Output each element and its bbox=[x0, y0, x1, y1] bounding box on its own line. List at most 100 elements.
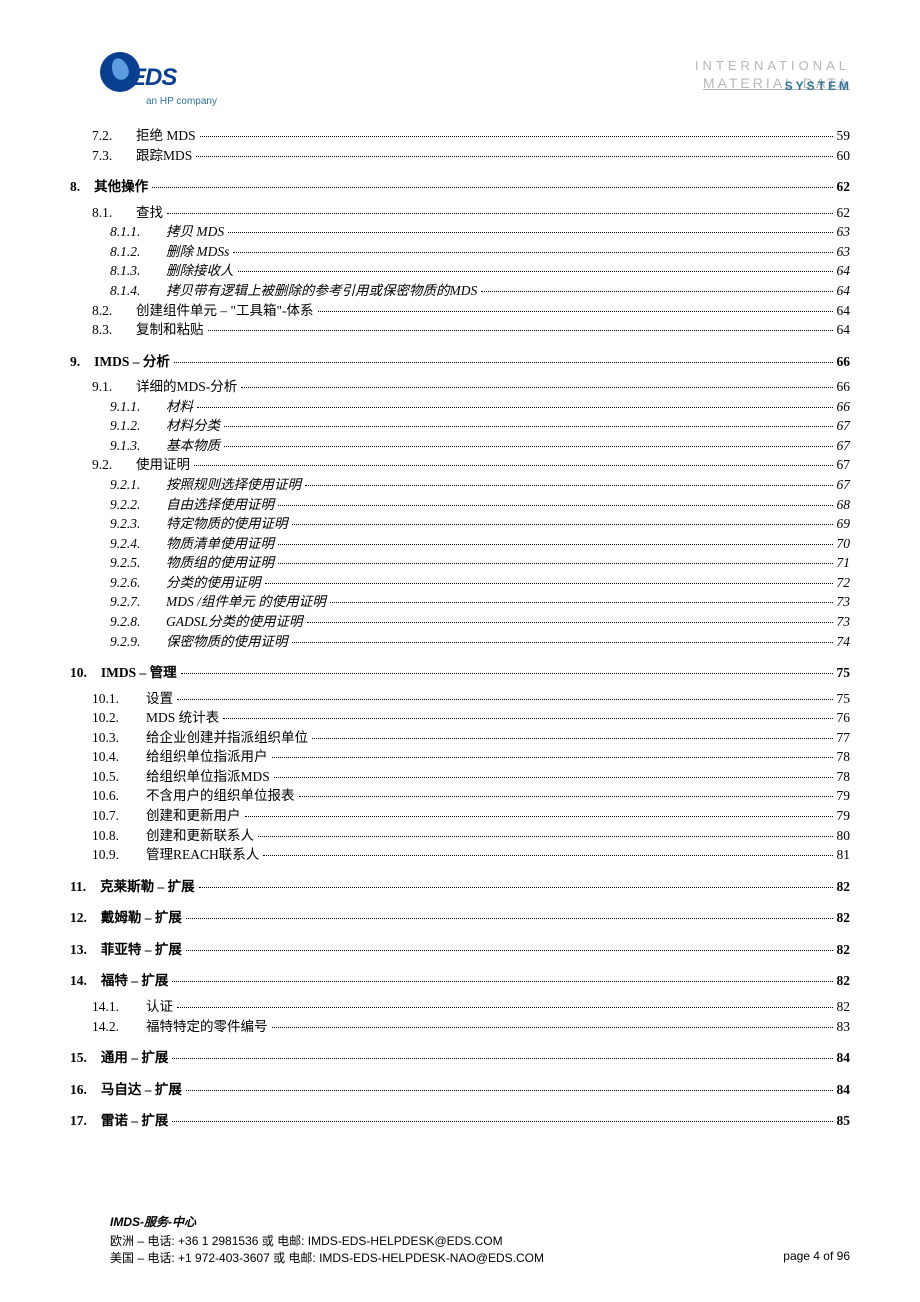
toc-number: 14.2. bbox=[92, 1017, 146, 1037]
toc-page: 77 bbox=[837, 728, 851, 748]
toc-number: 9.2.8. bbox=[110, 612, 166, 632]
toc-title: IMDS – 管理 bbox=[101, 663, 177, 683]
toc-page: 79 bbox=[837, 786, 851, 806]
toc-row: 10.4.给组织单位指派用户78 bbox=[92, 747, 850, 767]
toc-leader bbox=[263, 855, 832, 856]
toc-title: 菲亚特 – 扩展 bbox=[101, 940, 182, 960]
footer-title: IMDS-服务-中心 bbox=[110, 1213, 850, 1230]
toc-row: 7.3.跟踪MDS60 bbox=[92, 146, 850, 166]
toc-page: 84 bbox=[837, 1048, 851, 1068]
toc-title: GADSL分类的使用证明 bbox=[166, 612, 303, 632]
toc-leader bbox=[330, 602, 833, 603]
toc-row: 10.7.创建和更新用户 79 bbox=[92, 806, 850, 826]
toc-number: 14. bbox=[70, 971, 101, 991]
header-right: INTERNATIONAL MATERIAL DATA SYSTEM bbox=[695, 58, 850, 91]
toc-row: 9.IMDS – 分析66 bbox=[70, 352, 850, 372]
toc-page: 71 bbox=[837, 553, 851, 573]
toc-title: 按照规则选择使用证明 bbox=[166, 475, 301, 495]
toc-number: 9.1.3. bbox=[110, 436, 166, 456]
toc-title: 删除 MDSs bbox=[166, 242, 229, 262]
toc-leader bbox=[307, 622, 833, 623]
toc-leader bbox=[299, 796, 833, 797]
toc-number: 15. bbox=[70, 1048, 101, 1068]
toc-leader bbox=[258, 836, 833, 837]
toc-number: 11. bbox=[70, 877, 100, 897]
toc-page: 76 bbox=[837, 708, 851, 728]
toc-number: 7.2. bbox=[92, 126, 136, 146]
toc-title: 材料分类 bbox=[166, 416, 220, 436]
toc-title: 不含用户的组织单位报表 bbox=[146, 786, 295, 806]
toc-row: 10.8.创建和更新联系人80 bbox=[92, 826, 850, 846]
toc-page: 66 bbox=[837, 397, 851, 417]
toc-page: 67 bbox=[837, 455, 851, 475]
toc-number: 9.2.2. bbox=[110, 495, 166, 515]
toc-number: 10.7. bbox=[92, 806, 146, 826]
toc-page: 79 bbox=[837, 806, 851, 826]
toc-leader bbox=[292, 642, 833, 643]
toc-page: 63 bbox=[837, 222, 851, 242]
toc-row: 10.9.管理REACH联系人81 bbox=[92, 845, 850, 865]
toc-number: 17. bbox=[70, 1111, 101, 1131]
toc-title: 复制和粘贴 bbox=[136, 320, 204, 340]
toc-page: 74 bbox=[837, 632, 851, 652]
toc-page: 78 bbox=[837, 767, 851, 787]
toc-page: 82 bbox=[837, 877, 851, 897]
toc-row: 9.2.4.物质清单使用证明70 bbox=[110, 534, 850, 554]
toc-title: 创建和更新联系人 bbox=[146, 826, 254, 846]
toc-title: 拷贝 MDS bbox=[166, 222, 224, 242]
toc-row: 9.2.1.按照规则选择使用证明67 bbox=[110, 475, 850, 495]
toc-row: 10.5.给组织单位指派MDS78 bbox=[92, 767, 850, 787]
toc-number: 10.2. bbox=[92, 708, 146, 728]
toc-title: IMDS – 分析 bbox=[94, 352, 170, 372]
page-footer: IMDS-服务-中心 欧洲 – 电话: +36 1 2981536 或 电邮: … bbox=[110, 1213, 850, 1266]
toc-page: 75 bbox=[837, 689, 851, 709]
toc-page: 67 bbox=[837, 436, 851, 456]
toc-number: 9.2.9. bbox=[110, 632, 166, 652]
toc-title: 特定物质的使用证明 bbox=[166, 514, 288, 534]
toc-row: 10.6.不含用户的组织单位报表 79 bbox=[92, 786, 850, 806]
toc-page: 84 bbox=[837, 1080, 851, 1100]
toc-leader bbox=[172, 1121, 832, 1122]
toc-leader bbox=[272, 1027, 833, 1028]
toc-leader bbox=[181, 673, 833, 674]
toc-number: 8.1.2. bbox=[110, 242, 166, 262]
toc-number: 10.9. bbox=[92, 845, 146, 865]
toc-row: 8.3.复制和粘贴64 bbox=[92, 320, 850, 340]
toc-row: 8.1.4.拷贝带有逻辑上被删除的参考引用或保密物质的MDS64 bbox=[110, 281, 850, 301]
toc-page: 70 bbox=[837, 534, 851, 554]
toc-number: 8.3. bbox=[92, 320, 136, 340]
toc-leader bbox=[174, 362, 833, 363]
toc-title: 创建和更新用户 bbox=[146, 806, 241, 826]
toc-title: 其他操作 bbox=[94, 177, 148, 197]
header-line1: INTERNATIONAL bbox=[695, 58, 850, 73]
toc-title: 使用证明 bbox=[136, 455, 190, 475]
toc-number: 10.5. bbox=[92, 767, 146, 787]
toc-page: 63 bbox=[837, 242, 851, 262]
toc-row: 9.2.使用证明67 bbox=[92, 455, 850, 475]
toc-title: 戴姆勒 – 扩展 bbox=[101, 908, 182, 928]
eds-logo: EDS an HP company bbox=[100, 50, 217, 107]
toc-row: 12.戴姆勒 – 扩展82 bbox=[70, 908, 850, 928]
toc-number: 8.1.1. bbox=[110, 222, 166, 242]
toc-title: 拷贝带有逻辑上被删除的参考引用或保密物质的MDS bbox=[166, 281, 477, 301]
toc-row: 10.2.MDS 统计表76 bbox=[92, 708, 850, 728]
toc-page: 73 bbox=[837, 612, 851, 632]
toc-number: 9.1.2. bbox=[110, 416, 166, 436]
toc-number: 9.2.1. bbox=[110, 475, 166, 495]
toc-title: 分类的使用证明 bbox=[166, 573, 261, 593]
toc-number: 10.6. bbox=[92, 786, 146, 806]
toc-number: 10. bbox=[70, 663, 101, 683]
toc-title: 自由选择使用证明 bbox=[166, 495, 274, 515]
toc-leader bbox=[186, 1090, 833, 1091]
toc-leader bbox=[167, 213, 833, 214]
toc-page: 64 bbox=[837, 281, 851, 301]
toc-row: 9.2.9.保密物质的使用证明74 bbox=[110, 632, 850, 652]
toc-number: 8. bbox=[70, 177, 94, 197]
toc-title: 创建组件单元 – "工具箱"-体系 bbox=[136, 301, 314, 321]
toc-page: 82 bbox=[837, 940, 851, 960]
toc-leader bbox=[305, 485, 833, 486]
toc-number: 9.2.5. bbox=[110, 553, 166, 573]
toc-row: 7.2.拒绝 MDS59 bbox=[92, 126, 850, 146]
toc-row: 17.雷诺 – 扩展85 bbox=[70, 1111, 850, 1131]
toc-row: 9.1.详细的MDS-分析66 bbox=[92, 377, 850, 397]
